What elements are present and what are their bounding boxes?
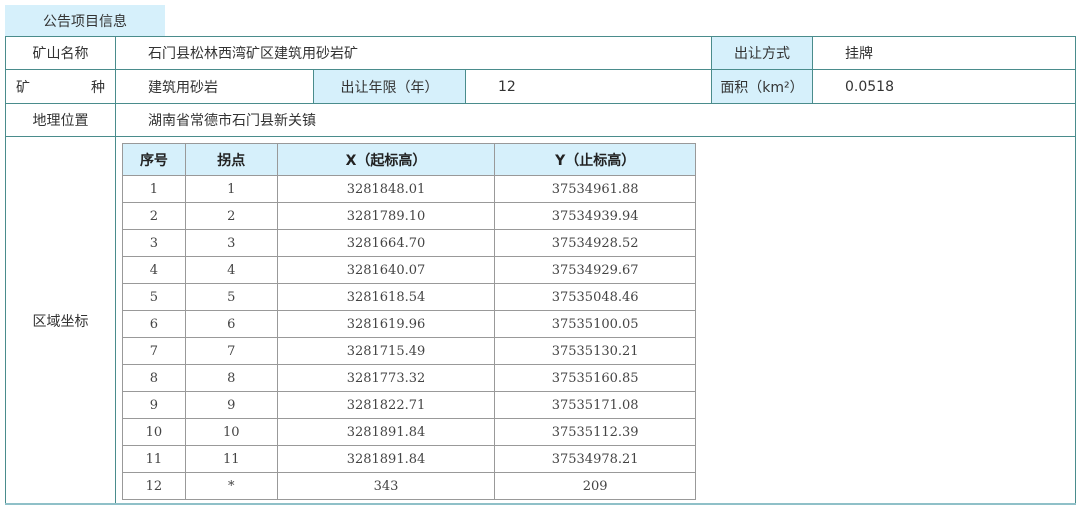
mineral-value: 建筑用砂岩 — [115, 69, 314, 104]
term-label: 出让年限（年） — [313, 69, 466, 104]
cell-point: * — [184, 472, 278, 500]
table-row: 7 7 3281715.49 37535130.21 — [122, 337, 696, 365]
mineral-label-part1: 矿 — [16, 79, 30, 96]
cell-index: 4 — [122, 256, 186, 284]
cell-x: 3281822.71 — [276, 391, 496, 419]
transfer-method-value: 挂牌 — [812, 36, 1076, 70]
cell-y: 37535100.05 — [494, 310, 696, 338]
table-row: 1 1 3281848.01 37534961.88 — [122, 175, 696, 203]
cell-y: 209 — [494, 472, 696, 500]
cell-y: 37534961.88 — [494, 175, 696, 203]
cell-x: 343 — [276, 472, 496, 500]
cell-point: 11 — [184, 445, 278, 473]
cell-x: 3281789.10 — [276, 202, 496, 230]
cell-y: 37535171.08 — [494, 391, 696, 419]
cell-y: 37534939.94 — [494, 202, 696, 230]
cell-x: 3281715.49 — [276, 337, 496, 365]
cell-index: 11 — [122, 445, 186, 473]
table-row: 2 2 3281789.10 37534939.94 — [122, 202, 696, 230]
cell-index: 7 — [122, 337, 186, 365]
cell-index: 5 — [122, 283, 186, 311]
cell-index: 12 — [122, 472, 186, 500]
cell-point: 8 — [184, 364, 278, 392]
cell-x: 3281773.32 — [276, 364, 496, 392]
table-row: 10 10 3281891.84 37535112.39 — [122, 418, 696, 446]
cell-y: 37534929.67 — [494, 256, 696, 284]
cell-point: 5 — [184, 283, 278, 311]
cell-index: 8 — [122, 364, 186, 392]
area-label: 面积（km²） — [711, 69, 813, 104]
cell-x: 3281619.96 — [276, 310, 496, 338]
tab-announcement-info[interactable]: 公告项目信息 — [5, 5, 165, 36]
cell-index: 6 — [122, 310, 186, 338]
cell-y: 37535112.39 — [494, 418, 696, 446]
cell-point: 2 — [184, 202, 278, 230]
header-point: 拐点 — [184, 143, 278, 176]
cell-point: 4 — [184, 256, 278, 284]
coordinates-table: 序号 拐点 X（起标高） Y（止标高） 1 1 3281848.01 37534961… — [122, 143, 696, 500]
cell-y: 37534928.52 — [494, 229, 696, 257]
cell-index: 10 — [122, 418, 186, 446]
table-row: 6 6 3281619.96 37535100.05 — [122, 310, 696, 338]
cell-point: 7 — [184, 337, 278, 365]
cell-x: 3281640.07 — [276, 256, 496, 284]
table-row: 11 11 3281891.84 37534978.21 — [122, 445, 696, 473]
cell-point: 6 — [184, 310, 278, 338]
header-index: 序号 — [122, 143, 186, 176]
table-header-row: 序号 拐点 X（起标高） Y（止标高） — [122, 143, 696, 176]
mineral-label-part2: 种 — [91, 79, 105, 96]
cell-y: 37534978.21 — [494, 445, 696, 473]
mine-name-value: 石门县松林西湾矿区建筑用砂岩矿 — [115, 36, 712, 70]
location-value: 湖南省常德市石门县新关镇 — [115, 103, 1076, 137]
cell-point: 1 — [184, 175, 278, 203]
term-value: 12 — [465, 69, 712, 104]
coords-label: 区域坐标 — [5, 136, 116, 505]
cell-x: 3281891.84 — [276, 418, 496, 446]
transfer-method-label: 出让方式 — [711, 36, 813, 70]
mineral-label: 矿 种 — [5, 69, 116, 104]
header-y: Y（止标高） — [494, 143, 696, 176]
mine-name-label: 矿山名称 — [5, 36, 116, 70]
table-row: 12 * 343 209 — [122, 472, 696, 500]
cell-y: 37535160.85 — [494, 364, 696, 392]
area-value: 0.0518 — [812, 69, 1076, 104]
table-row: 5 5 3281618.54 37535048.46 — [122, 283, 696, 311]
cell-index: 9 — [122, 391, 186, 419]
cell-y: 37535048.46 — [494, 283, 696, 311]
table-row: 3 3 3281664.70 37534928.52 — [122, 229, 696, 257]
divider — [5, 503, 1076, 505]
cell-x: 3281891.84 — [276, 445, 496, 473]
cell-x: 3281664.70 — [276, 229, 496, 257]
cell-y: 37535130.21 — [494, 337, 696, 365]
cell-index: 3 — [122, 229, 186, 257]
cell-x: 3281618.54 — [276, 283, 496, 311]
table-row: 9 9 3281822.71 37535171.08 — [122, 391, 696, 419]
cell-index: 1 — [122, 175, 186, 203]
location-label: 地理位置 — [5, 103, 116, 137]
cell-point: 3 — [184, 229, 278, 257]
cell-x: 3281848.01 — [276, 175, 496, 203]
table-row: 4 4 3281640.07 37534929.67 — [122, 256, 696, 284]
cell-point: 10 — [184, 418, 278, 446]
cell-point: 9 — [184, 391, 278, 419]
header-x: X（起标高） — [276, 143, 496, 176]
table-row: 8 8 3281773.32 37535160.85 — [122, 364, 696, 392]
cell-index: 2 — [122, 202, 186, 230]
